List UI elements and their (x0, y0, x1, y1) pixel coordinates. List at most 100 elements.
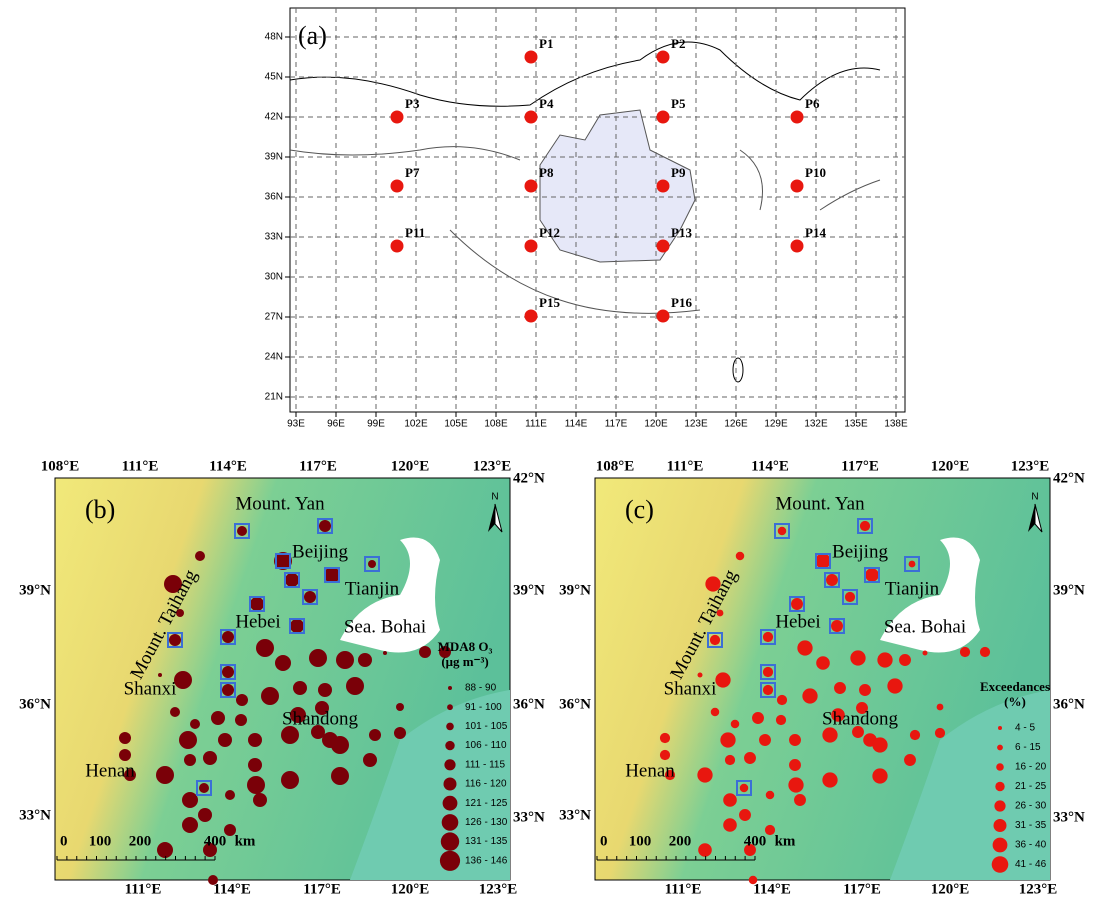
scale-label: 100 (629, 833, 652, 849)
legend-symbol (448, 686, 452, 690)
lon-label: 114°E (753, 881, 791, 897)
lat-label: 33°N (513, 809, 545, 825)
site-label: P14 (805, 225, 826, 240)
lon-label: 114°E (213, 881, 251, 897)
site-box (842, 589, 858, 605)
legend-label: 131 - 135 (465, 836, 508, 847)
site (723, 818, 737, 832)
place-label: Henan (625, 760, 675, 781)
site (281, 771, 299, 789)
place-label: Beijing (832, 541, 888, 562)
site (739, 809, 751, 821)
legend-label: 126 - 130 (465, 817, 508, 828)
site (872, 737, 888, 753)
site (119, 749, 131, 761)
legend-label: 106 - 110 (465, 740, 507, 751)
site-label: P2 (671, 36, 685, 51)
lon-label: 102E (404, 419, 428, 430)
site-box (760, 629, 776, 645)
lon-label: 129E (764, 419, 788, 430)
site (791, 598, 803, 610)
lon-label: 120°E (931, 458, 970, 474)
legend-symbol (444, 759, 456, 771)
lat-label: 48N (265, 32, 283, 43)
place-label: Beijing (292, 541, 348, 562)
lon-label: 96E (327, 419, 345, 430)
legend-label: 26 - 30 (1015, 801, 1047, 812)
legend-symbol (439, 850, 461, 871)
site-point (790, 110, 804, 124)
site-box (760, 664, 776, 680)
lat-label: 24N (265, 352, 283, 363)
site-point (656, 239, 670, 253)
scale-label: 100 (89, 833, 112, 849)
site (659, 749, 671, 761)
lat-label: 27N (265, 312, 283, 323)
lon-label: 111°E (665, 881, 702, 897)
lon-label: 111°E (122, 458, 159, 474)
site-point (524, 50, 538, 64)
lon-label: 108°E (596, 458, 635, 474)
site-box (302, 589, 318, 605)
site (195, 551, 205, 561)
site (710, 707, 720, 717)
lon-label: 108°E (41, 458, 80, 474)
lat-label: 36°N (19, 696, 51, 712)
legend-label: 21 - 25 (1015, 781, 1047, 792)
place-label: Hebei (235, 611, 280, 632)
site (156, 766, 174, 784)
scale-label: 400 (744, 833, 767, 849)
site (315, 701, 329, 715)
site (822, 727, 838, 743)
lat-label: 39°N (559, 582, 591, 598)
legend-label: 6 - 15 (1015, 742, 1041, 753)
site-box (707, 632, 723, 648)
site (776, 694, 788, 706)
site (762, 684, 774, 696)
site (715, 672, 731, 688)
north-label: N (1031, 492, 1038, 503)
site (697, 767, 713, 783)
site-point (656, 50, 670, 64)
panel-b-frame (54, 477, 511, 881)
place-label: Sea. Bohai (344, 616, 426, 637)
place-label: Tianjin (345, 578, 400, 599)
site (856, 702, 868, 714)
lon-label: 114E (565, 419, 588, 430)
site-label: P6 (805, 96, 820, 111)
site (748, 875, 758, 885)
site-point (656, 110, 670, 124)
site (290, 619, 304, 633)
site (275, 655, 291, 671)
site (124, 769, 136, 781)
site-point (790, 179, 804, 193)
legend-label: 136 - 146 (465, 855, 508, 866)
site (723, 793, 737, 807)
site (222, 631, 234, 643)
site (899, 654, 911, 666)
site (225, 790, 235, 800)
legend-symbol (440, 832, 460, 851)
lat-label: 39N (265, 152, 283, 163)
lat-label: 30N (265, 272, 283, 283)
site (844, 591, 856, 603)
site-label: P5 (671, 96, 686, 111)
site (909, 729, 921, 741)
site-point (656, 179, 670, 193)
site (752, 712, 764, 724)
lat-label: 39°N (513, 582, 545, 598)
site-box (824, 572, 840, 588)
site-box (196, 780, 212, 796)
legend-symbol (995, 781, 1005, 792)
site (872, 768, 888, 784)
legend-label: 16 - 20 (1015, 762, 1047, 773)
site (208, 875, 218, 885)
site-point (790, 239, 804, 253)
lon-label: 117°E (843, 881, 881, 897)
lon-label: 138E (884, 419, 908, 430)
place-label: Shanxi (664, 678, 717, 699)
site (852, 726, 864, 738)
lon-label: 120°E (931, 881, 970, 897)
site (877, 652, 893, 668)
north-arrow (1034, 503, 1043, 533)
